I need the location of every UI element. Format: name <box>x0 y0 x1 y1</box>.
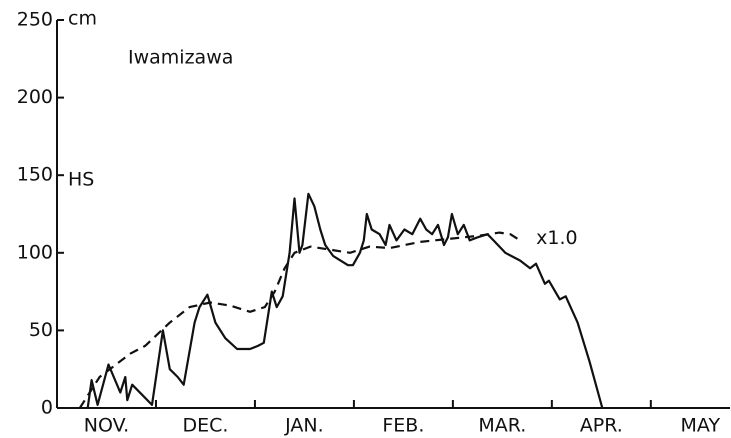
y-unit-label: cm <box>68 8 97 30</box>
x-tick-label: APR. <box>580 415 623 437</box>
y-tick-label: 0 <box>41 397 53 419</box>
series-label: x1.0 <box>536 227 577 249</box>
x-tick-label: NOV. <box>84 415 129 437</box>
data-line <box>78 231 521 409</box>
y-tick-label: 150 <box>17 164 53 186</box>
y-tick-label: 50 <box>29 319 53 341</box>
y-tick-label: 250 <box>17 9 53 31</box>
x-tick-label: JAN. <box>284 415 324 437</box>
y-tick-label: 200 <box>17 86 53 108</box>
data-line <box>86 192 604 409</box>
x-tick-label: DEC. <box>182 415 228 437</box>
x-tick-label: MAR. <box>478 415 526 437</box>
x-tick-label: MAY <box>681 415 721 437</box>
y-axis-label: HS <box>68 169 94 191</box>
chart-title: Iwamizawa <box>128 47 233 69</box>
y-tick-label: 100 <box>17 241 53 263</box>
x-tick-label: FEB. <box>382 415 424 437</box>
